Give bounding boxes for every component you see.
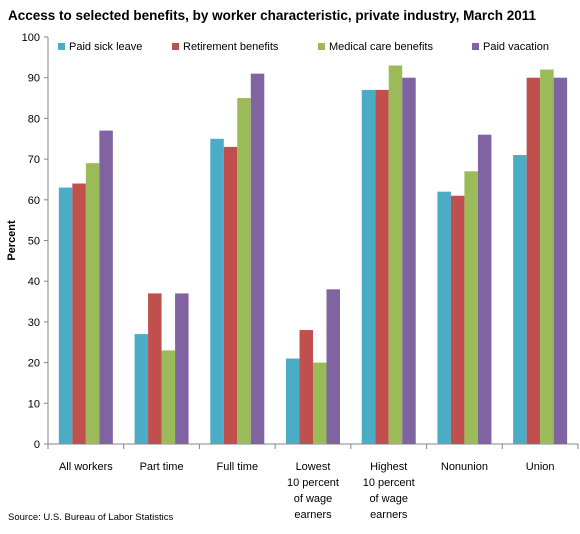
bar	[223, 146, 238, 444]
x-tick-label: Full time	[217, 461, 259, 473]
y-axis-label: Percent	[6, 220, 18, 261]
bar	[450, 195, 465, 444]
y-tick-label: 30	[28, 317, 40, 329]
bar	[85, 163, 100, 445]
bar	[299, 330, 313, 444]
bar	[250, 73, 265, 444]
bar	[540, 69, 554, 444]
x-tick-label: Union	[526, 461, 555, 473]
legend-label: Retirement benefits	[183, 41, 279, 53]
bar	[161, 350, 176, 444]
bar	[237, 98, 251, 445]
legend-label: Paid sick leave	[69, 41, 142, 53]
legend-swatch	[58, 43, 65, 50]
bar	[526, 77, 541, 444]
y-tick-label: 10	[28, 398, 40, 410]
y-tick-label: 0	[34, 439, 40, 451]
bar	[313, 362, 327, 444]
bar	[326, 289, 340, 444]
legend-swatch	[172, 43, 179, 50]
bar	[361, 89, 376, 444]
bar	[148, 293, 162, 444]
bar	[134, 334, 149, 444]
bar	[99, 130, 113, 445]
x-tick-label: Lowest 10 percent of wage earners	[287, 461, 339, 521]
y-tick-label: 70	[28, 154, 40, 166]
bar	[513, 155, 527, 444]
y-tick-label: 80	[28, 113, 40, 125]
bar	[477, 134, 492, 444]
bar	[388, 65, 403, 445]
y-tick-label: 100	[22, 32, 40, 44]
bar	[375, 89, 389, 444]
y-tick-label: 90	[28, 73, 40, 85]
legend-swatch	[472, 43, 479, 50]
legend-label: Medical care benefits	[329, 41, 433, 53]
bar	[58, 187, 73, 444]
bar	[286, 358, 300, 444]
y-tick-label: 60	[28, 195, 40, 207]
x-tick-label: Nonunion	[441, 461, 488, 473]
bar	[72, 183, 86, 444]
legend-label: Paid vacation	[483, 41, 549, 53]
bar	[175, 293, 189, 444]
legend-swatch	[318, 43, 325, 50]
source-note: Source: U.S. Bureau of Labor Statistics	[8, 512, 174, 523]
bar	[210, 138, 224, 444]
y-tick-label: 20	[28, 358, 40, 370]
y-tick-label: 50	[28, 236, 40, 248]
x-tick-label: Part time	[140, 461, 184, 473]
chart-title: Access to selected benefits, by worker c…	[8, 8, 536, 23]
bar	[437, 191, 451, 444]
bar	[464, 171, 478, 444]
x-tick-label: Highest 10 percent of wage earners	[363, 461, 415, 521]
y-tick-label: 40	[28, 276, 40, 288]
bar	[553, 77, 568, 444]
x-tick-label: All workers	[59, 461, 113, 473]
bar	[402, 77, 416, 444]
